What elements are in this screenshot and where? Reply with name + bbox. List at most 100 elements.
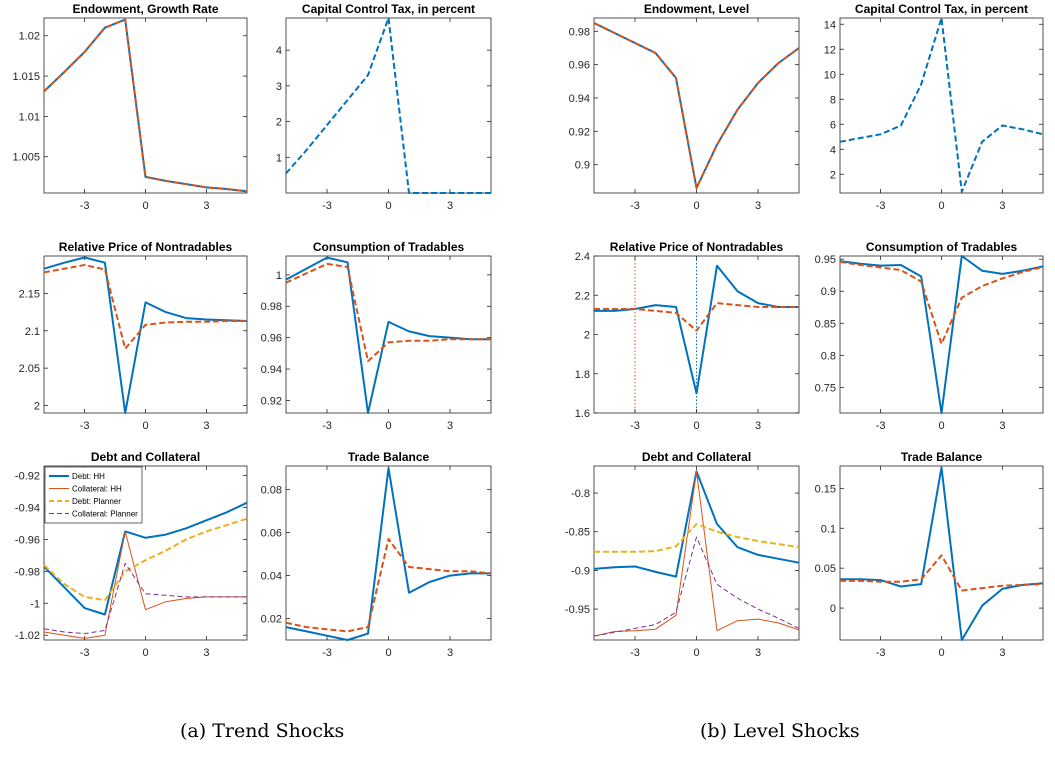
y-tick-label: -0.8 <box>571 488 590 500</box>
series-line-debt_planner <box>594 523 800 553</box>
y-tick-label: 2.2 <box>575 290 590 302</box>
x-tick-label: -3 <box>322 200 332 212</box>
y-tick-label: 0.96 <box>569 60 590 72</box>
y-tick-label: 0.98 <box>261 301 282 313</box>
y-tick-label: 1.01 <box>19 111 40 123</box>
y-tick-label: 1.015 <box>12 71 40 83</box>
x-tick-label: -3 <box>80 420 90 432</box>
y-tick-label: -0.98 <box>15 566 40 578</box>
axes-box <box>839 17 1044 194</box>
x-tick-label: -3 <box>876 647 886 659</box>
series-line-planner <box>43 530 247 639</box>
legend-label: Debt: HH <box>72 472 105 481</box>
series-line-hh <box>593 22 800 189</box>
y-tick-label: 0.06 <box>261 528 282 540</box>
y-tick-label: 0.8 <box>821 350 836 362</box>
chart-b6: Trade Balance -3 0 3 0 0.05 0.1 0.15 <box>815 450 1044 659</box>
x-tick-label: 0 <box>693 647 699 659</box>
legend-label: Collateral: HH <box>72 485 122 494</box>
y-tick-label: 0.9 <box>575 160 590 172</box>
x-tick-label: 0 <box>142 200 148 212</box>
y-tick-label: 0.02 <box>261 614 282 626</box>
y-tick-label: -0.95 <box>565 604 590 616</box>
y-tick-label: -1.02 <box>15 630 40 642</box>
chart-title: Trade Balance <box>348 450 430 464</box>
x-tick-label: 3 <box>203 200 209 212</box>
chart-b4: Consumption of Tradables -3 0 3 0.75 0.8 0.85 0… <box>815 240 1044 432</box>
y-tick-label: 4 <box>276 45 282 57</box>
y-tick-label: 2 <box>276 117 282 129</box>
chart-title: Debt and Collateral <box>642 450 751 464</box>
x-tick-label: -3 <box>630 200 640 212</box>
series-line-planner <box>839 260 1044 345</box>
y-tick-label: 0.96 <box>261 333 282 345</box>
y-tick-label: 2.15 <box>19 288 40 300</box>
y-tick-label: 1.005 <box>12 152 40 164</box>
y-tick-label: -0.9 <box>571 565 590 577</box>
series-line-coll_planner <box>593 536 800 637</box>
y-tick-label: 0.98 <box>569 26 590 38</box>
y-tick-label: 0.9 <box>821 286 836 298</box>
x-tick-label: -3 <box>630 420 640 432</box>
y-tick-label: 0.95 <box>815 254 836 266</box>
x-tick-label: 0 <box>938 200 944 212</box>
y-tick-label: 2 <box>34 401 40 413</box>
legend: Debt: HH Collateral: HH Debt: Planner Colla… <box>44 466 143 524</box>
series-line-hh <box>43 256 248 414</box>
chart-a6: Trade Balance -3 0 3 0.02 0.04 0.06 0.08 <box>261 450 492 659</box>
y-tick-label: 0.94 <box>261 364 282 376</box>
caption-trend-shocks: (a) Trend Shocks <box>180 720 345 742</box>
y-tick-label: -0.85 <box>565 527 590 539</box>
y-tick-label: 1.02 <box>19 31 40 43</box>
x-tick-label: 3 <box>203 647 209 659</box>
x-tick-label: -3 <box>322 420 332 432</box>
y-tick-label: 0.92 <box>261 395 282 407</box>
x-tick-label: 0 <box>938 420 944 432</box>
y-tick-label: 0.05 <box>815 563 836 575</box>
series-line-planner <box>594 302 799 332</box>
x-tick-label: -3 <box>80 647 90 659</box>
y-tick-label: 0.94 <box>569 93 590 105</box>
axes-box <box>285 17 492 194</box>
series-line-planner <box>43 264 247 350</box>
x-tick-label: 3 <box>447 647 453 659</box>
series-line-hh <box>839 17 1044 193</box>
series-line-hh <box>285 17 491 194</box>
y-tick-label: -0.96 <box>15 534 40 546</box>
series-line-planner <box>840 554 1044 592</box>
y-tick-label: 3 <box>276 81 282 93</box>
chart-title: Consumption of Tradables <box>313 240 465 254</box>
x-tick-label: 0 <box>385 200 391 212</box>
series-line-planner <box>285 538 492 633</box>
y-tick-label: -1 <box>30 598 40 610</box>
series-line-coll_planner <box>43 562 247 635</box>
x-tick-label: 3 <box>755 200 761 212</box>
x-tick-label: 0 <box>142 420 148 432</box>
chart-a5: Debt and Collateral -3 0 3 -1.02 -1 -0.98 -0.96… <box>15 450 248 659</box>
axes-box <box>43 17 248 194</box>
y-tick-label: -0.94 <box>15 503 40 515</box>
series-line-hh <box>43 501 248 616</box>
x-tick-label: 0 <box>385 647 391 659</box>
series-line-hh <box>594 264 799 395</box>
axes-box <box>43 255 248 414</box>
y-tick-label: 4 <box>830 144 836 156</box>
y-tick-label: 0.85 <box>815 318 836 330</box>
chart-title: Endowment, Level <box>644 2 749 16</box>
x-tick-label: 3 <box>999 647 1005 659</box>
chart-b2: Capital Control Tax, in percent -3 0 3 2 4 6 8 1… <box>824 2 1044 212</box>
chart-a1: Endowment, Growth Rate -3 0 3 1.005 1.01 1.015… <box>12 2 248 212</box>
x-tick-label: 0 <box>938 647 944 659</box>
chart-title: Consumption of Tradables <box>866 240 1018 254</box>
y-tick-label: 1.6 <box>575 408 590 420</box>
y-tick-label: 1 <box>276 270 282 282</box>
x-tick-label: 3 <box>755 420 761 432</box>
y-tick-label: 0 <box>830 603 836 615</box>
y-tick-label: 2.4 <box>575 251 590 263</box>
y-tick-label: 1 <box>276 152 282 164</box>
x-tick-label: 3 <box>203 420 209 432</box>
x-tick-label: -3 <box>876 420 886 432</box>
chart-a3: Relative Price of Nontradables -3 0 3 2 2.05 2… <box>19 240 248 432</box>
y-tick-label: 6 <box>830 119 836 131</box>
series-line-planner <box>593 470 800 637</box>
